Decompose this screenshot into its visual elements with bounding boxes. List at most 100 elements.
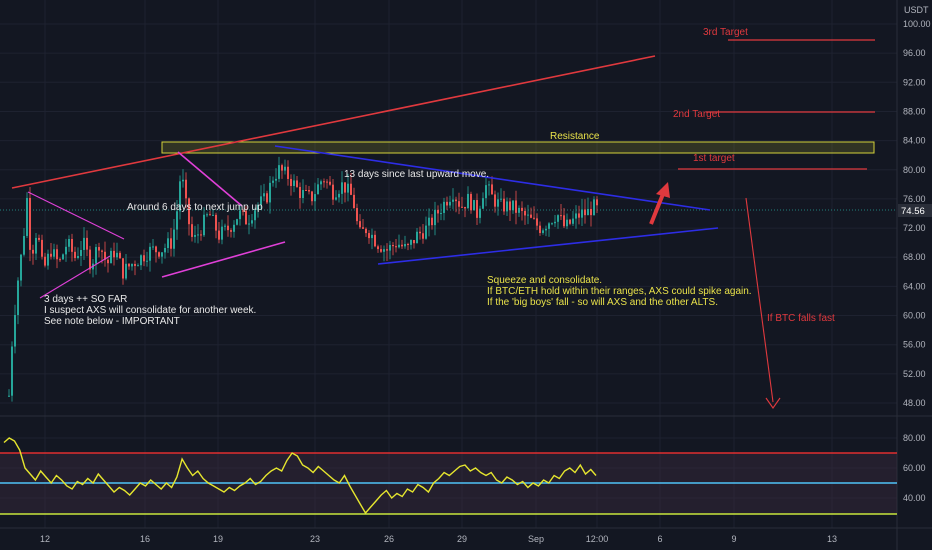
- candle-body: [491, 184, 493, 195]
- candle-body: [53, 249, 55, 257]
- candle-body: [122, 258, 124, 279]
- candle-body: [428, 217, 430, 226]
- candle-body: [422, 233, 424, 239]
- candle-body: [314, 194, 316, 202]
- candle-body: [452, 199, 454, 202]
- candle-body: [485, 185, 487, 199]
- price-tick-label: 96.00: [903, 48, 926, 58]
- candle-body: [416, 231, 418, 244]
- candle-body: [107, 259, 109, 264]
- candle-body: [464, 206, 466, 209]
- candle-body: [206, 214, 208, 216]
- candle-body: [71, 238, 73, 252]
- candle-body: [323, 181, 325, 183]
- last-price-badge: [898, 204, 932, 217]
- rsi-line: [3, 437, 597, 515]
- down-arrow: [745, 197, 781, 409]
- candle-body: [17, 280, 19, 316]
- rsi-tick-label: 80.00: [903, 433, 926, 443]
- candle-body: [578, 213, 580, 218]
- candle-body: [533, 217, 535, 219]
- time-tick-label: 12:00: [586, 534, 609, 544]
- candle-body: [200, 234, 202, 236]
- candle-body: [176, 211, 178, 230]
- price-tick-label: 60.00: [903, 311, 926, 321]
- candle-body: [413, 239, 415, 244]
- candle-body: [572, 218, 574, 224]
- candle-body: [506, 201, 508, 212]
- candle-body: [260, 196, 262, 205]
- candle-body: [575, 213, 577, 219]
- days-since-annotation: 13 days since last upward move.: [344, 169, 489, 180]
- time-tick-label: 9: [731, 534, 736, 544]
- candle-body: [59, 259, 61, 261]
- candle-body: [521, 207, 523, 211]
- candle-body: [254, 210, 256, 221]
- upper-red-trendline: [11, 55, 656, 189]
- candle-body: [350, 183, 352, 195]
- candle-body: [335, 197, 337, 200]
- see-note-annotation: See note below - IMPORTANT: [44, 316, 180, 327]
- candle-body: [47, 253, 49, 266]
- candle-body: [98, 247, 100, 251]
- candle-body: [26, 197, 28, 236]
- candle-body: [488, 184, 490, 186]
- candle-body: [146, 260, 148, 262]
- candle-body: [410, 239, 412, 245]
- candle-body: [326, 181, 328, 183]
- candle-body: [224, 225, 226, 227]
- candle-body: [218, 230, 220, 240]
- candle-body: [317, 184, 319, 195]
- candle-body: [566, 219, 568, 227]
- candle-body: [377, 246, 379, 250]
- candle-body: [275, 178, 277, 181]
- candle-body: [395, 246, 397, 248]
- candle-body: [41, 239, 43, 257]
- price-tick-label: 52.00: [903, 369, 926, 379]
- candle-body: [353, 194, 355, 209]
- candle-body: [281, 165, 283, 171]
- candle-body: [389, 244, 391, 251]
- candle-body: [221, 226, 223, 240]
- candle-body: [329, 181, 331, 185]
- resistance-box: [161, 141, 875, 154]
- wedge-1-lower: [39, 255, 111, 299]
- candle-body: [536, 218, 538, 226]
- candle-body: [584, 209, 586, 216]
- candle-body: [569, 219, 571, 224]
- candle-body: [131, 263, 133, 267]
- candle-body: [185, 179, 187, 199]
- btc-falls-annotation: If BTC falls fast: [767, 313, 835, 324]
- candle-body: [524, 210, 526, 216]
- candle-body: [467, 193, 469, 209]
- candle-body: [50, 253, 52, 257]
- candle-body: [434, 209, 436, 226]
- first-target-label: 1st target: [693, 153, 735, 164]
- around-six-annotation: Around 6 days to next jump up: [127, 202, 263, 213]
- third-target-label: 3rd Target: [703, 27, 748, 38]
- candle-body: [365, 228, 367, 234]
- candle-body: [356, 208, 358, 222]
- candle-body: [482, 198, 484, 209]
- candle-body: [305, 189, 307, 191]
- candle-body: [77, 255, 79, 259]
- candle-body: [287, 166, 289, 179]
- candle-body: [65, 246, 67, 255]
- candle-body: [458, 201, 460, 207]
- candle-body: [461, 206, 463, 208]
- price-axis-ticks: 100.00 96.00 92.00 88.00 84.00 80.00 76.00 72.0…: [903, 19, 931, 408]
- time-tick-label: 16: [140, 534, 150, 544]
- candle-body: [554, 221, 556, 224]
- candle-body: [392, 244, 394, 247]
- candle-body: [407, 243, 409, 245]
- candle-body: [509, 201, 511, 211]
- candle-body: [149, 246, 151, 261]
- candle-body: [152, 246, 154, 248]
- triangle-upper-blue: [274, 145, 711, 211]
- candle-body: [227, 225, 229, 231]
- time-tick-label: 26: [384, 534, 394, 544]
- three-days-annotation: 3 days ++ SO FAR: [44, 294, 127, 305]
- candle-body: [362, 227, 364, 229]
- candle-body: [404, 243, 406, 247]
